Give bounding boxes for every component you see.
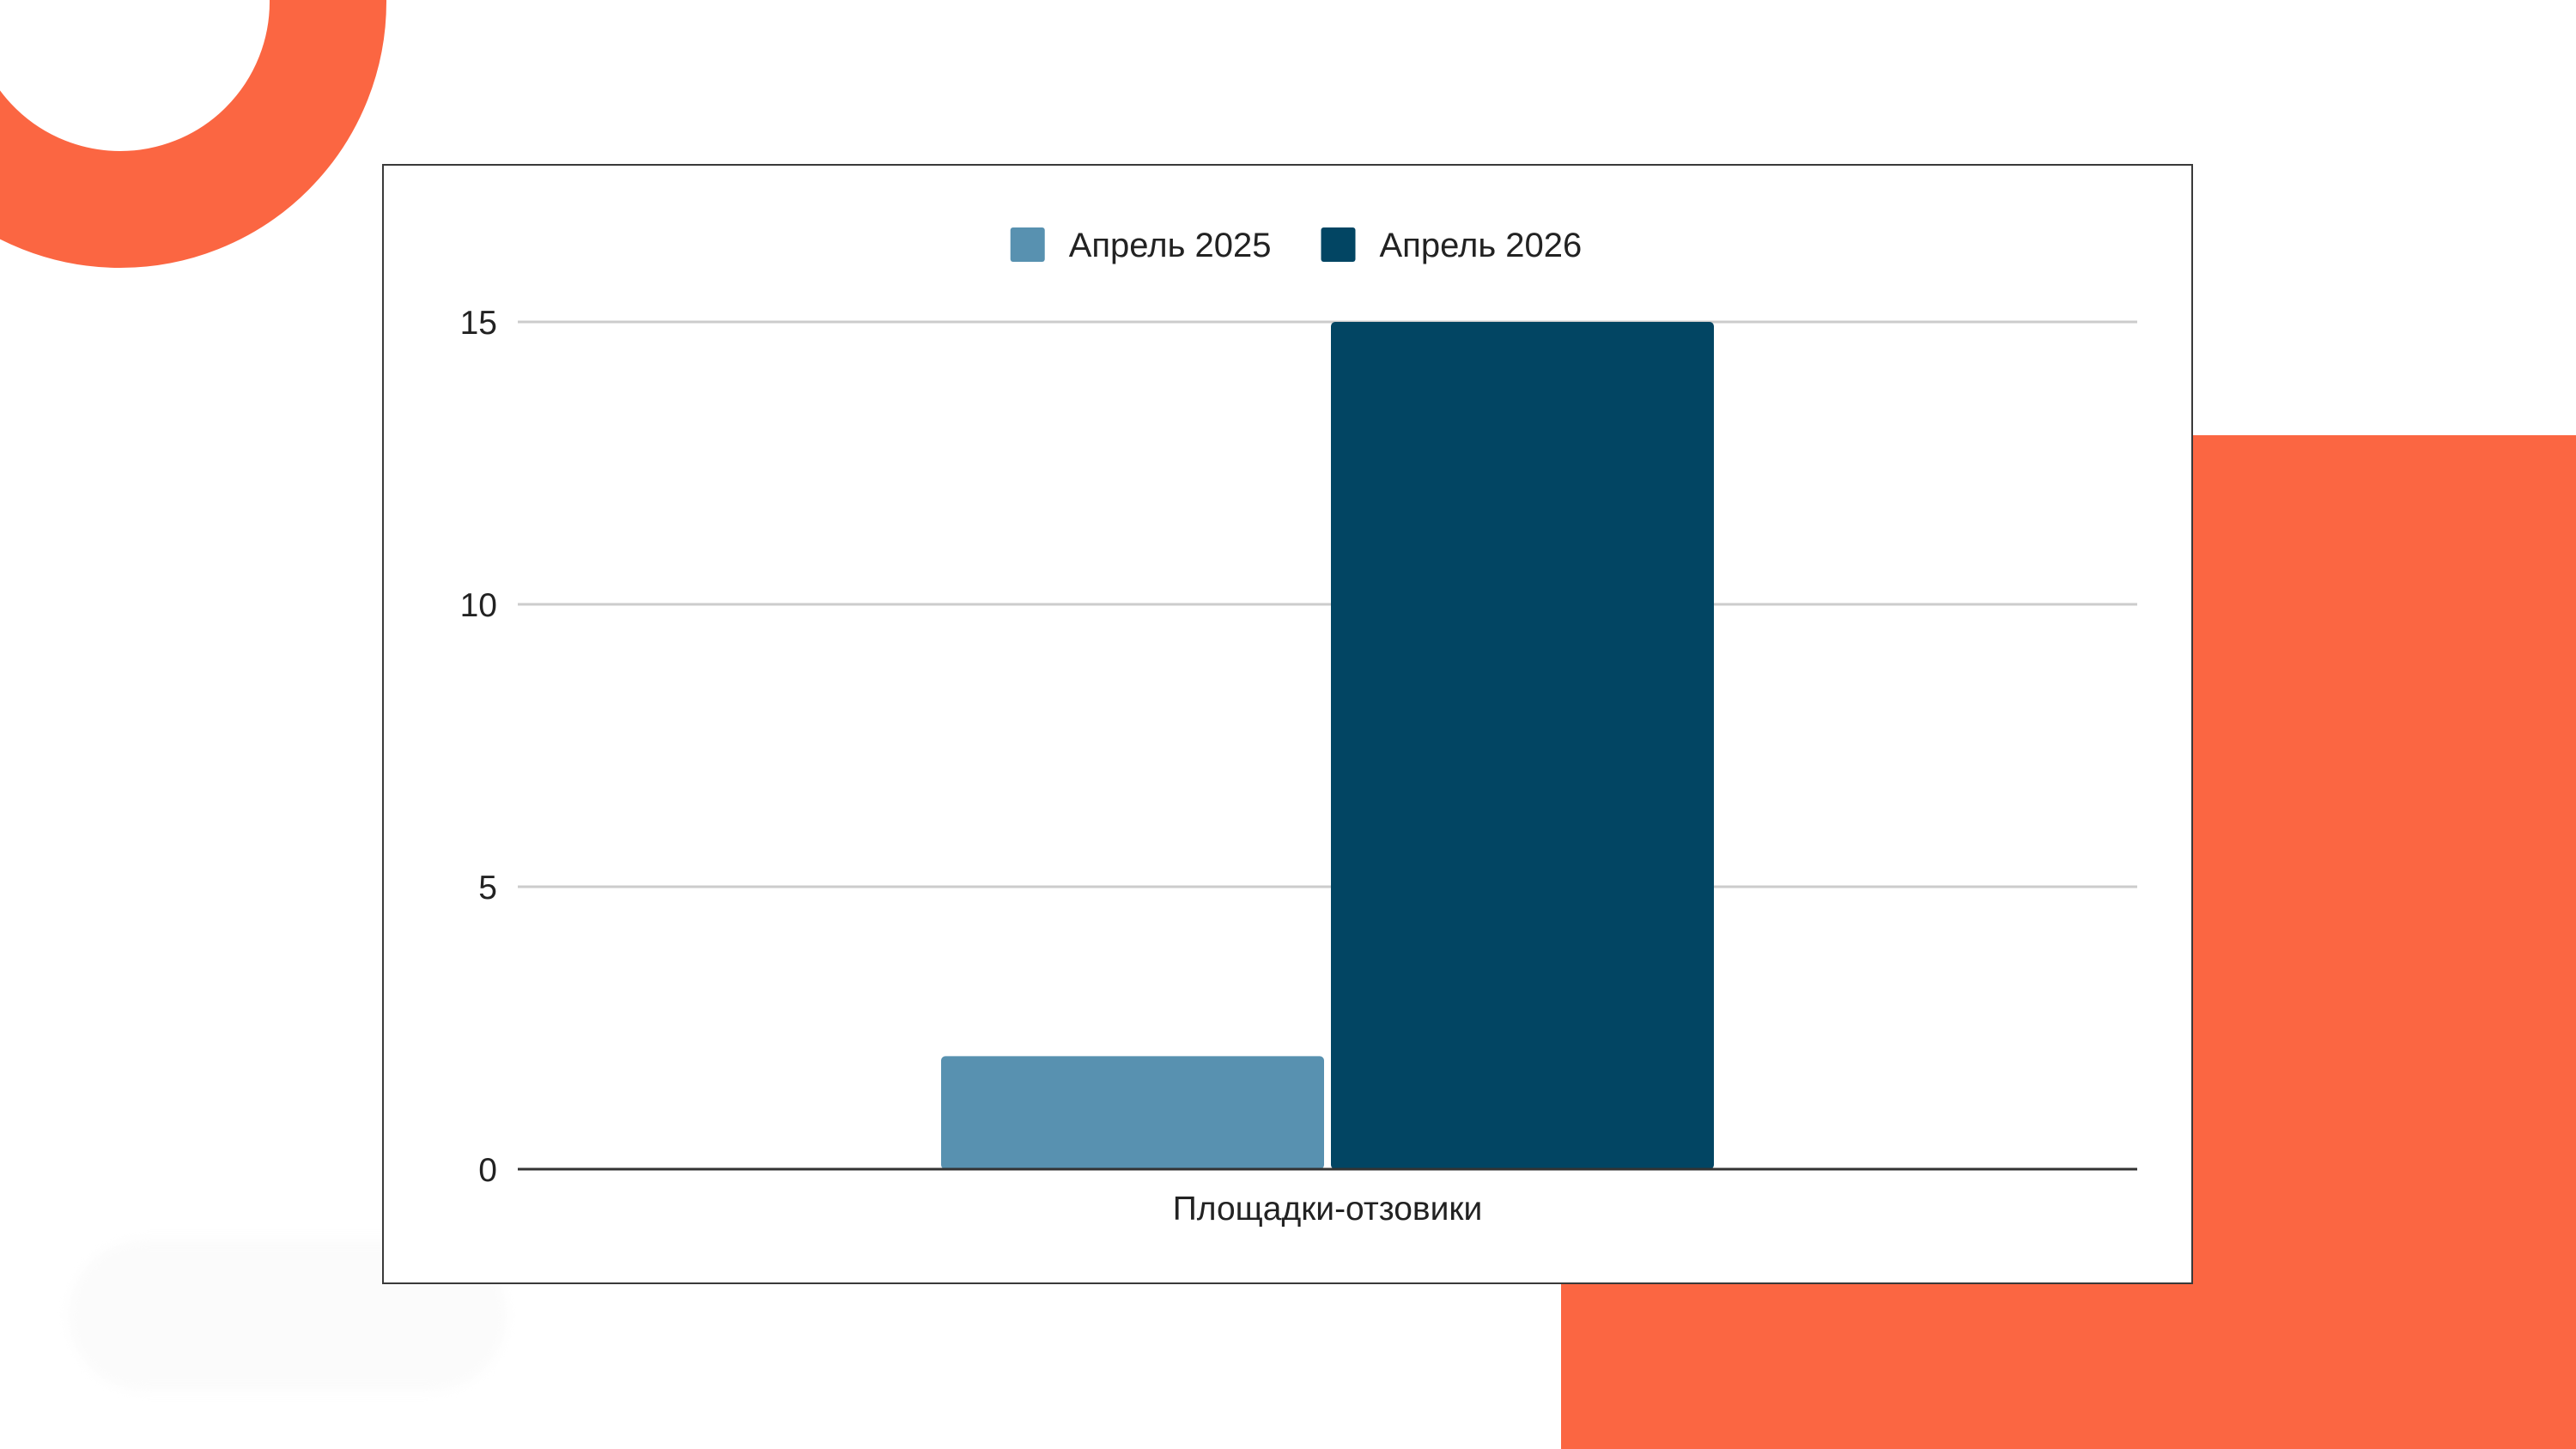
legend-item: Апрель 2026 (1321, 227, 1583, 264)
x-category-label: Площадки-отзовики (1173, 1191, 1482, 1228)
bar-1 (941, 1056, 1324, 1169)
y-tick-label: 15 (460, 305, 497, 342)
legend-item: Апрель 2025 (1010, 227, 1272, 264)
bars (941, 322, 1714, 1169)
axes: 0 5 10 15 Площадки-отзовики (460, 305, 2137, 1228)
legend-label: Апрель 2026 (1380, 227, 1583, 264)
y-tick-label: 5 (478, 870, 497, 906)
gridlines (518, 320, 2137, 888)
legend-swatch (1010, 227, 1045, 262)
y-tick-label: 0 (478, 1152, 497, 1189)
decorative-ring (0, 0, 386, 268)
decorative-block-right (2191, 435, 2576, 1449)
chart-container: 0 5 10 15 Площадки-отзовики Апрель 2025 Апрел… (382, 164, 2193, 1284)
y-tick-label: 10 (460, 587, 497, 624)
decorative-block-bottom (1561, 1283, 2191, 1449)
bar-2 (1331, 322, 1714, 1169)
legend: Апрель 2025 Апрель 2026 (1010, 227, 1583, 264)
legend-label: Апрель 2025 (1069, 227, 1272, 264)
legend-swatch (1321, 227, 1356, 262)
